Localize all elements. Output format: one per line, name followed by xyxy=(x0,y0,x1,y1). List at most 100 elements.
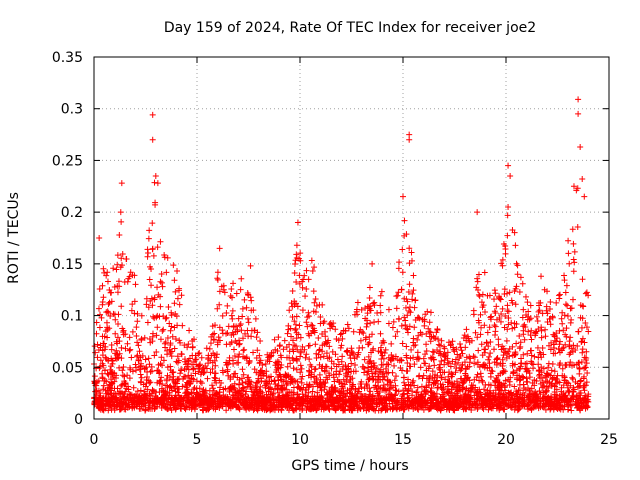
data-point xyxy=(168,312,175,319)
data-point xyxy=(421,316,428,323)
data-point xyxy=(162,339,169,346)
data-point xyxy=(233,395,240,402)
data-point xyxy=(291,318,298,325)
data-point xyxy=(407,401,414,408)
data-point xyxy=(253,379,260,386)
data-point xyxy=(457,340,464,347)
data-point xyxy=(336,368,343,375)
data-point xyxy=(346,389,353,396)
data-point xyxy=(470,311,477,318)
data-point xyxy=(273,366,280,373)
data-point xyxy=(545,384,552,391)
data-point xyxy=(414,349,421,356)
data-point xyxy=(537,391,544,398)
data-point xyxy=(140,381,147,388)
data-point xyxy=(298,376,305,383)
data-point xyxy=(452,369,459,376)
data-point xyxy=(404,359,411,366)
data-point xyxy=(493,303,500,310)
data-point xyxy=(214,275,221,282)
data-point xyxy=(414,388,421,395)
data-point xyxy=(441,396,448,403)
data-point xyxy=(183,384,190,391)
data-point xyxy=(505,203,512,210)
data-point xyxy=(519,394,526,401)
data-point xyxy=(158,271,165,278)
data-point xyxy=(411,324,418,331)
data-point xyxy=(393,293,400,300)
gridlines xyxy=(94,57,609,419)
data-point xyxy=(178,366,185,373)
data-point xyxy=(297,362,304,369)
data-point xyxy=(156,370,163,377)
data-point xyxy=(556,295,563,302)
data-point xyxy=(299,307,306,314)
data-point xyxy=(369,397,376,404)
data-point xyxy=(453,346,460,353)
data-point xyxy=(319,301,326,308)
data-point xyxy=(405,329,412,336)
data-point xyxy=(576,359,583,366)
data-point xyxy=(248,297,255,304)
data-point xyxy=(366,391,373,398)
data-point xyxy=(531,377,538,384)
data-point xyxy=(279,394,286,401)
data-point xyxy=(309,396,316,403)
data-point xyxy=(285,326,292,333)
data-point xyxy=(113,347,120,354)
data-point xyxy=(202,396,209,403)
data-point xyxy=(178,394,185,401)
data-point xyxy=(154,244,161,251)
data-point xyxy=(362,334,369,341)
data-point xyxy=(388,351,395,358)
data-point xyxy=(372,407,379,414)
data-point xyxy=(558,391,565,398)
data-point xyxy=(496,294,503,301)
data-point xyxy=(399,392,406,399)
data-point xyxy=(321,402,328,409)
data-point xyxy=(312,341,319,348)
data-point xyxy=(209,382,216,389)
data-point xyxy=(117,406,124,413)
data-point xyxy=(507,172,514,179)
data-point xyxy=(520,400,527,407)
data-point xyxy=(164,406,171,413)
data-point xyxy=(578,324,585,331)
data-point xyxy=(365,368,372,375)
data-point xyxy=(287,379,294,386)
data-point xyxy=(406,245,413,252)
data-point xyxy=(330,388,337,395)
data-point xyxy=(97,357,104,364)
data-point xyxy=(395,388,402,395)
data-point xyxy=(489,368,496,375)
data-point xyxy=(173,358,180,365)
data-point xyxy=(369,331,376,338)
data-point xyxy=(172,336,179,343)
data-point xyxy=(125,275,132,282)
data-point xyxy=(534,397,541,404)
data-point xyxy=(104,269,111,276)
data-point xyxy=(503,337,510,344)
data-point xyxy=(288,333,295,340)
data-point xyxy=(293,251,300,258)
data-point xyxy=(196,362,203,369)
data-point xyxy=(559,365,566,372)
data-point xyxy=(521,385,528,392)
data-point xyxy=(256,398,263,405)
data-point xyxy=(343,377,350,384)
data-point xyxy=(154,312,161,319)
data-point xyxy=(480,406,487,413)
data-point xyxy=(441,404,448,411)
data-point xyxy=(382,365,389,372)
data-point xyxy=(366,294,373,301)
data-point xyxy=(423,341,430,348)
data-point xyxy=(223,310,230,317)
data-point xyxy=(448,373,455,380)
data-point xyxy=(190,386,197,393)
data-point xyxy=(108,355,115,362)
data-point xyxy=(176,386,183,393)
data-point xyxy=(171,394,178,401)
data-point xyxy=(258,368,265,375)
data-point xyxy=(502,242,509,249)
data-point xyxy=(162,315,169,322)
